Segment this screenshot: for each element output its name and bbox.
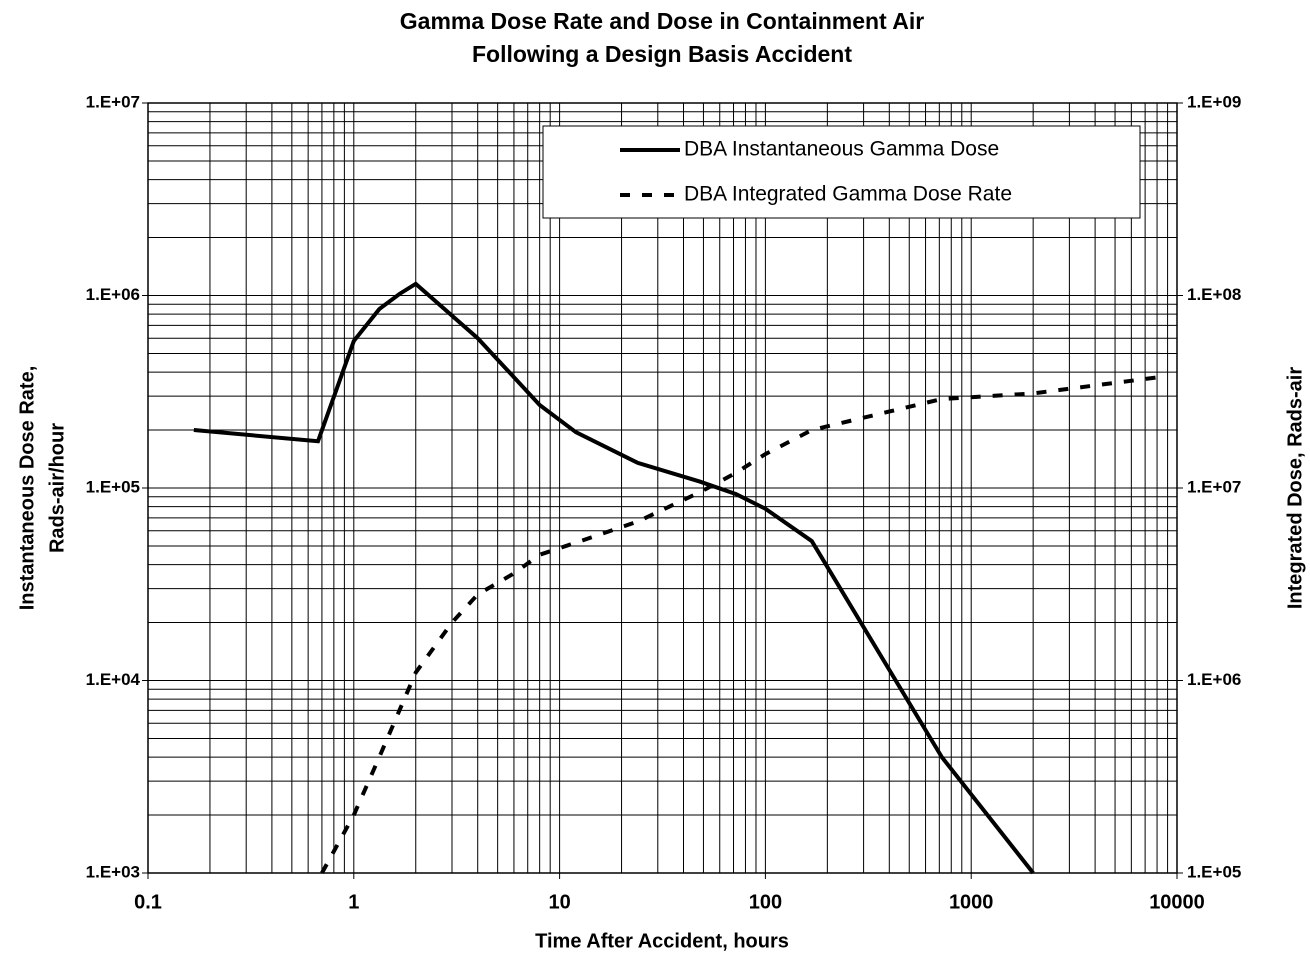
y2-tick-label: 1.E+09 bbox=[1187, 92, 1241, 111]
y2-tick-label: 1.E+06 bbox=[1187, 670, 1241, 689]
plot-frame bbox=[147, 102, 1178, 874]
y-axis-label: Rads-air/hour bbox=[46, 423, 68, 553]
chart-title: Following a Design Basis Accident bbox=[472, 41, 852, 67]
x-tick-label: 100 bbox=[749, 891, 782, 913]
x-tick-label: 0.1 bbox=[134, 891, 162, 913]
x-tick-label: 10000 bbox=[1149, 891, 1205, 913]
y-tick-label: 1.E+06 bbox=[86, 285, 140, 304]
y2-tick-label: 1.E+08 bbox=[1187, 285, 1241, 304]
y-axis-label: Instantaneous Dose Rate, bbox=[16, 366, 38, 611]
x-axis-label: Time After Accident, hours bbox=[535, 930, 789, 952]
y-tick-label: 1.E+07 bbox=[86, 92, 140, 111]
y-tick-label: 1.E+03 bbox=[86, 862, 140, 881]
x-tick-label: 1000 bbox=[949, 891, 994, 913]
x-tick-label: 1 bbox=[348, 891, 359, 913]
data-line bbox=[193, 281, 1035, 875]
y2-axis-label: Integrated Dose, Rads-air bbox=[1284, 367, 1306, 610]
y-tick-label: 1.E+05 bbox=[86, 477, 140, 496]
y2-tick-label: 1.E+07 bbox=[1187, 477, 1241, 496]
legend-label: DBA Integrated Gamma Dose Rate bbox=[684, 183, 1012, 206]
y2-tick-label: 1.E+05 bbox=[1187, 862, 1241, 881]
y-tick-label: 1.E+04 bbox=[86, 670, 141, 689]
legend-label: DBA Instantaneous Gamma Dose bbox=[684, 138, 999, 161]
x-tick-label: 10 bbox=[548, 891, 570, 913]
legend-box bbox=[542, 125, 1141, 219]
chart-title: Gamma Dose Rate and Dose in Containment … bbox=[400, 8, 924, 34]
data-line bbox=[320, 374, 1166, 874]
